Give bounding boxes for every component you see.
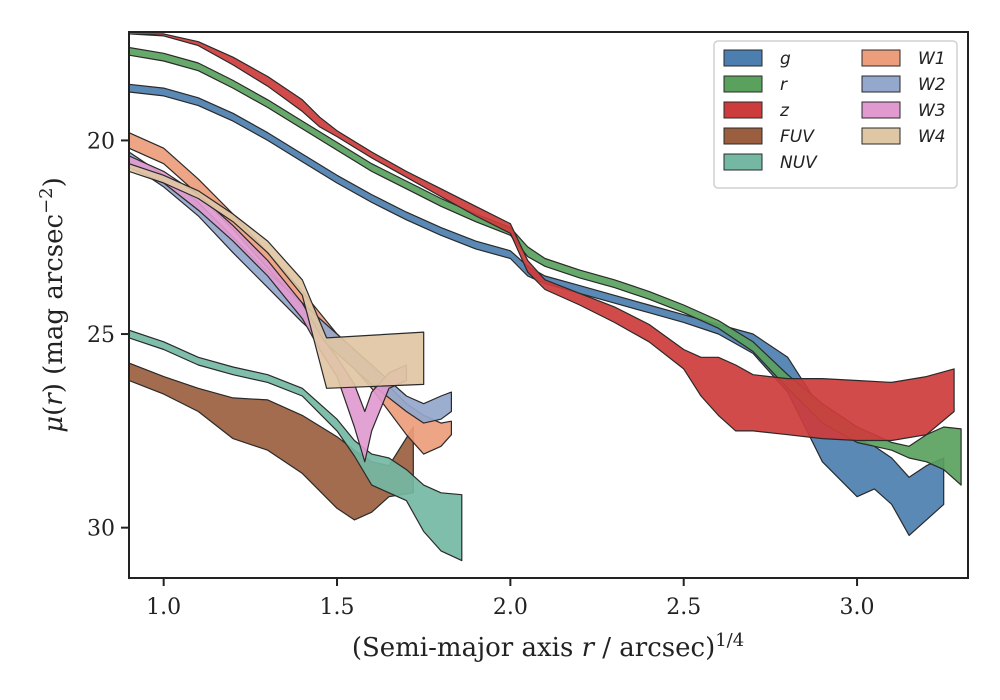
x-tick-label: 3.0 <box>840 595 875 620</box>
legend-label-r: r <box>780 75 788 95</box>
series-band-w4 <box>129 163 425 389</box>
legend-swatch-w2 <box>861 75 901 93</box>
legend: grz FUV NUV W1 W2 W3 W4 <box>713 40 958 189</box>
series-band-z <box>129 33 955 442</box>
x-tick-label: 1.5 <box>320 595 355 620</box>
series-band-g <box>129 83 945 537</box>
legend-label-z: z <box>779 101 790 121</box>
y-tick-label: 20 <box>87 129 115 154</box>
x-axis-label: (Semi-major axis r / arcsec)1/4 <box>352 630 744 663</box>
series-bands <box>129 33 962 562</box>
legend-swatch-w1 <box>861 49 901 67</box>
y-tick-label: 30 <box>87 517 115 542</box>
x-tick-label: 2.0 <box>493 595 528 620</box>
legend-swatch-r <box>723 75 763 93</box>
y-axis-ticks: 20 25 30 <box>87 129 129 542</box>
legend-label-w1: W1 <box>918 49 946 69</box>
legend-label-w4: W4 <box>918 127 946 147</box>
legend-swatch-w4 <box>861 127 901 145</box>
legend-swatch-fuv <box>723 127 763 145</box>
legend-label-fuv: FUV <box>780 127 815 147</box>
y-tick-label: 25 <box>87 323 115 348</box>
legend-swatch-z <box>723 101 763 119</box>
legend-swatch-nuv <box>723 153 763 171</box>
legend-label-nuv: NUV <box>780 153 818 173</box>
x-axis-ticks: 1.0 1.5 2.0 2.5 3.0 <box>146 578 875 620</box>
legend-swatch-g <box>723 49 763 67</box>
legend-swatch-w3 <box>861 101 901 119</box>
legend-label-g: g <box>780 49 791 69</box>
x-tick-label: 1.0 <box>146 595 181 620</box>
plot-frame <box>128 31 969 579</box>
series-band-nuv <box>129 329 463 562</box>
legend-label-w2: W2 <box>918 75 946 95</box>
y-axis-label: μ(r) (mag arcsec−2) <box>36 177 69 433</box>
legend-label-w3: W3 <box>918 101 946 121</box>
x-tick-label: 2.5 <box>666 595 701 620</box>
